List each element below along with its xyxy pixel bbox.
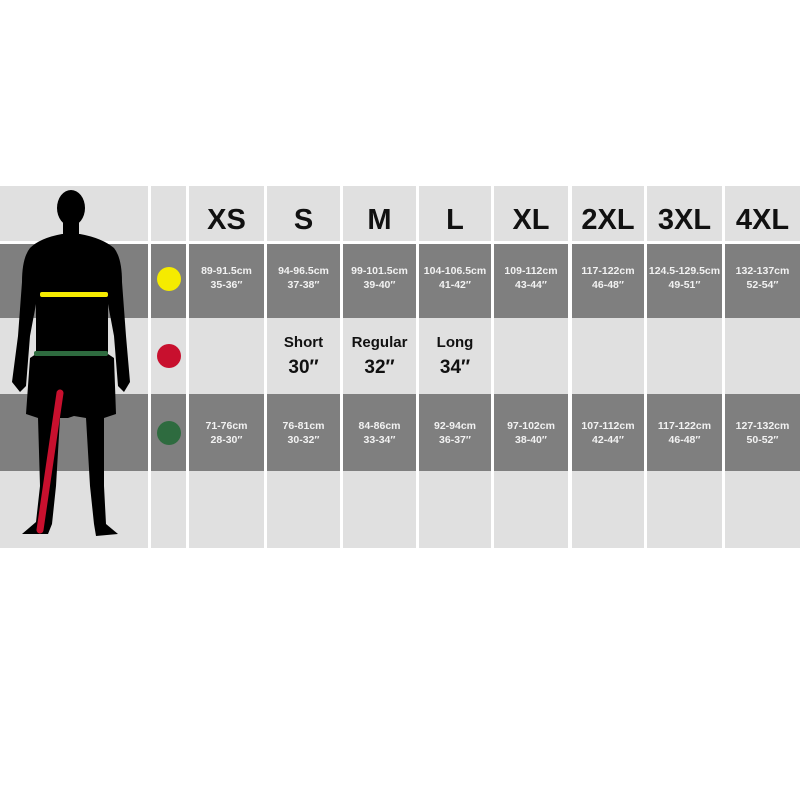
size-cell-XL: 97-102cm 38-40″ (494, 394, 568, 471)
size-cell-4XL (725, 318, 800, 394)
size-cell-M (343, 471, 416, 548)
cm-value: 132-137cm (735, 265, 790, 277)
inch-value: 50-52″ (746, 433, 779, 446)
cm-value: 89-91.5cm (201, 265, 252, 277)
cm-value: 76-81cm (282, 419, 325, 432)
cm-value: 117-122cm (581, 265, 635, 277)
inch-value: 28-30″ (210, 433, 243, 446)
size-header-4XL: 4XL (725, 186, 800, 241)
fit-label: Long (436, 334, 474, 351)
size-cell-4XL: 132-137cm 52-54″ (725, 244, 800, 318)
size-cell-4XL (725, 471, 800, 548)
chest-marker-dot-icon (157, 267, 181, 291)
size-header-M: M (343, 186, 416, 241)
cm-value: 84-86cm (358, 419, 401, 432)
inch-value: 46-48″ (668, 433, 701, 446)
size-cell-4XL: 127-132cm 50-52″ (725, 394, 800, 471)
marker-cell (151, 394, 186, 471)
size-cell-M: Regular 32″ (343, 318, 416, 394)
size-cell-2XL (572, 318, 644, 394)
inch-value: 49-51″ (668, 279, 701, 291)
cm-value: 124.5-129.5cm (648, 265, 721, 277)
size-cell-M: 84-86cm 33-34″ (343, 394, 416, 471)
size-cell-XS: 89-91.5cm 35-36″ (189, 244, 264, 318)
size-cell-S: 76-81cm 30-32″ (267, 394, 340, 471)
marker-cell (151, 471, 186, 548)
size-header-XS: XS (189, 186, 264, 241)
human-silhouette-icon (12, 190, 130, 536)
cm-value: 117-122cm (657, 419, 712, 432)
size-cell-S (267, 471, 340, 548)
inch-value: 33-34″ (363, 433, 396, 446)
size-cell-XS (189, 318, 264, 394)
size-cell-XL (494, 471, 568, 548)
inch-value: 30-32″ (287, 433, 320, 446)
fit-label: Short (283, 334, 324, 351)
size-header-S: S (267, 186, 340, 241)
inside-leg-value: 30″ (288, 357, 319, 378)
size-cell-XS (189, 471, 264, 548)
size-cell-L (419, 471, 491, 548)
size-cell-L: Long 34″ (419, 318, 491, 394)
waist-band (34, 351, 108, 356)
waist-marker-dot-icon (157, 420, 181, 445)
inch-value: 37-38″ (287, 279, 320, 291)
size-cell-3XL: 117-122cm 46-48″ (647, 394, 722, 471)
inch-value: 39-40″ (363, 279, 396, 291)
inside-leg-marker-dot-icon (157, 344, 181, 368)
size-cell-XL: 109-112cm 43-44″ (494, 244, 568, 318)
size-cell-S: 94-96.5cm 37-38″ (267, 244, 340, 318)
size-cell-XS: 71-76cm 28-30″ (189, 394, 264, 471)
size-cell-2XL (572, 471, 644, 548)
cm-value: 127-132cm (735, 419, 790, 432)
cm-value: 99-101.5cm (351, 265, 408, 277)
cm-value: 104-106.5cm (423, 265, 487, 277)
cm-value: 92-94cm (433, 419, 477, 432)
size-cell-S: Short 30″ (267, 318, 340, 394)
marker-cell (151, 318, 186, 394)
inch-value: 36-37″ (439, 433, 471, 446)
inch-value: 42-44″ (592, 433, 624, 446)
cm-value: 97-102cm (507, 419, 555, 432)
size-cell-2XL: 107-112cm 42-44″ (572, 394, 644, 471)
size-header-XL: XL (494, 186, 568, 241)
size-cell-L: 104-106.5cm 41-42″ (419, 244, 491, 318)
cm-value: 94-96.5cm (278, 265, 329, 277)
fit-label: Regular (351, 334, 408, 351)
marker-header-cell (151, 186, 186, 241)
size-cell-3XL (647, 318, 722, 394)
size-cell-L: 92-94cm 36-37″ (419, 394, 491, 471)
inch-value: 41-42″ (439, 279, 471, 291)
inseam-band (36, 389, 64, 534)
cm-value: 109-112cm (504, 265, 558, 277)
figure-cell (0, 471, 148, 548)
size-cell-M: 99-101.5cm 39-40″ (343, 244, 416, 318)
inch-value: 35-36″ (210, 279, 243, 291)
size-header-2XL: 2XL (572, 186, 644, 241)
chest-band (40, 292, 108, 297)
cm-value: 107-112cm (581, 419, 635, 432)
marker-cell (151, 244, 186, 318)
cm-value: 71-76cm (205, 419, 248, 432)
inside-leg-value: 32″ (364, 357, 395, 378)
size-cell-XL (494, 318, 568, 394)
inch-value: 52-54″ (746, 279, 779, 291)
size-cell-3XL (647, 471, 722, 548)
inch-value: 38-40″ (515, 433, 547, 446)
size-cell-2XL: 117-122cm 46-48″ (572, 244, 644, 318)
inch-value: 46-48″ (592, 279, 624, 291)
size-cell-3XL: 124.5-129.5cm 49-51″ (647, 244, 722, 318)
size-header-L: L (419, 186, 491, 241)
inside-leg-value: 34″ (439, 357, 471, 378)
inch-value: 43-44″ (515, 279, 547, 291)
size-header-3XL: 3XL (647, 186, 722, 241)
